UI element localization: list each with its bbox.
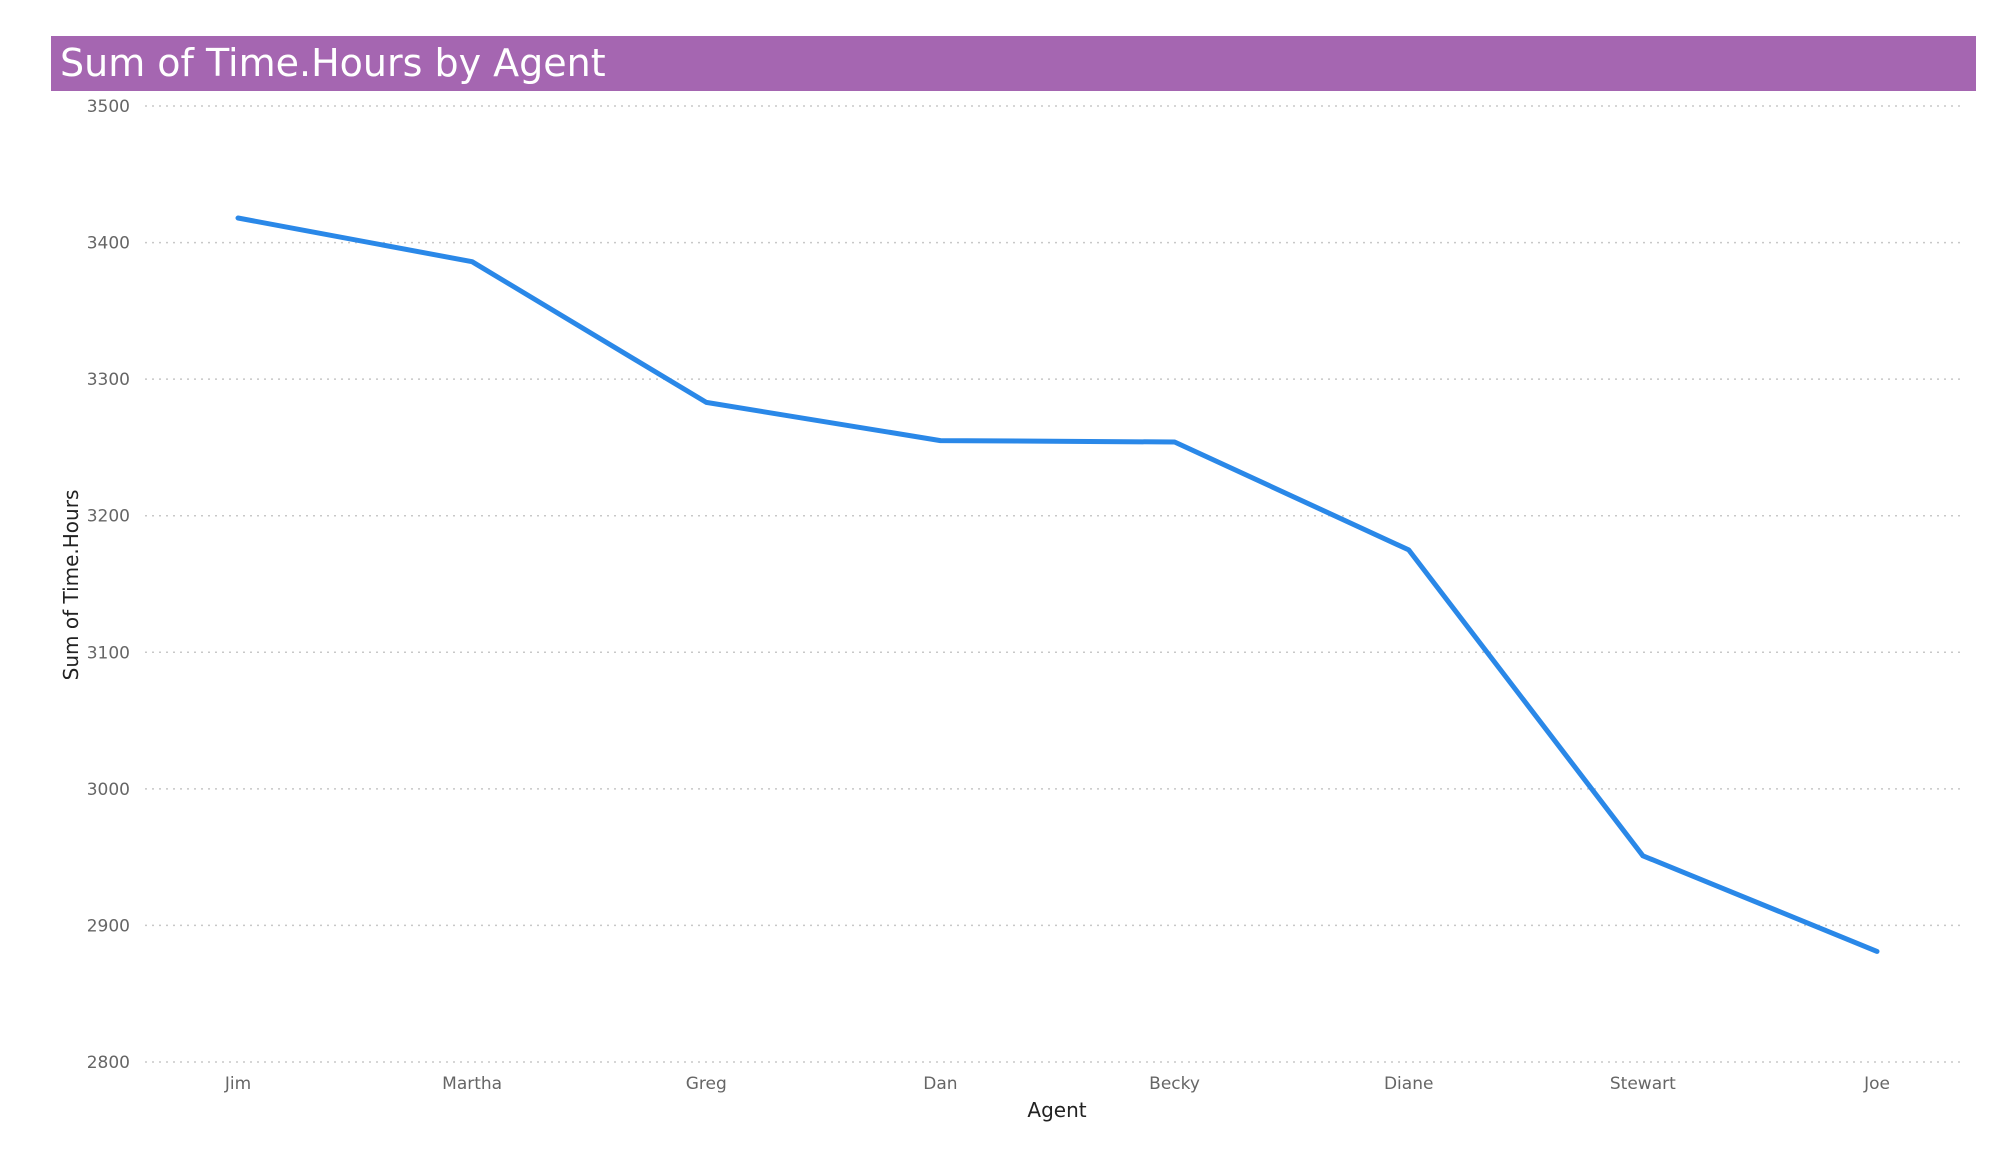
y-tick-label: 3000 (87, 780, 130, 800)
y-tick-label: 2900 (87, 916, 130, 936)
x-tick-label: Stewart (1610, 1074, 1676, 1094)
x-tick-label: Dan (923, 1074, 957, 1094)
gridlines (145, 105, 1965, 1063)
y-tick-label: 3200 (87, 507, 130, 527)
x-tick-label: Joe (1863, 1074, 1890, 1094)
x-axis-title: Agent (1027, 1098, 1086, 1122)
y-tick-label: 3300 (87, 370, 130, 390)
x-tick-label: Greg (686, 1074, 727, 1094)
x-tick-label: Diane (1384, 1074, 1433, 1094)
series-line (235, 215, 1880, 954)
x-tick-label: Becky (1149, 1074, 1200, 1094)
x-tick-label: Jim (224, 1074, 251, 1094)
series-layer (235, 215, 1880, 954)
y-axis-ticks: 3500 3400 3300 3200 3100 3000 2900 2800 (87, 97, 130, 1073)
x-axis-ticks: Jim Martha Greg Dan Becky Diane Stewart Joe (224, 1074, 1890, 1094)
y-tick-label: 3100 (87, 643, 130, 663)
chart-title-bar: Sum of Time.Hours by Agent (51, 36, 1976, 91)
y-tick-label: 2800 (87, 1053, 130, 1073)
y-axis-title: Sum of Time.Hours (59, 490, 83, 681)
y-tick-label: 3400 (87, 234, 130, 254)
y-tick-label: 3500 (87, 97, 130, 117)
chart-title: Sum of Time.Hours by Agent (60, 41, 606, 85)
x-tick-label: Martha (442, 1074, 502, 1094)
